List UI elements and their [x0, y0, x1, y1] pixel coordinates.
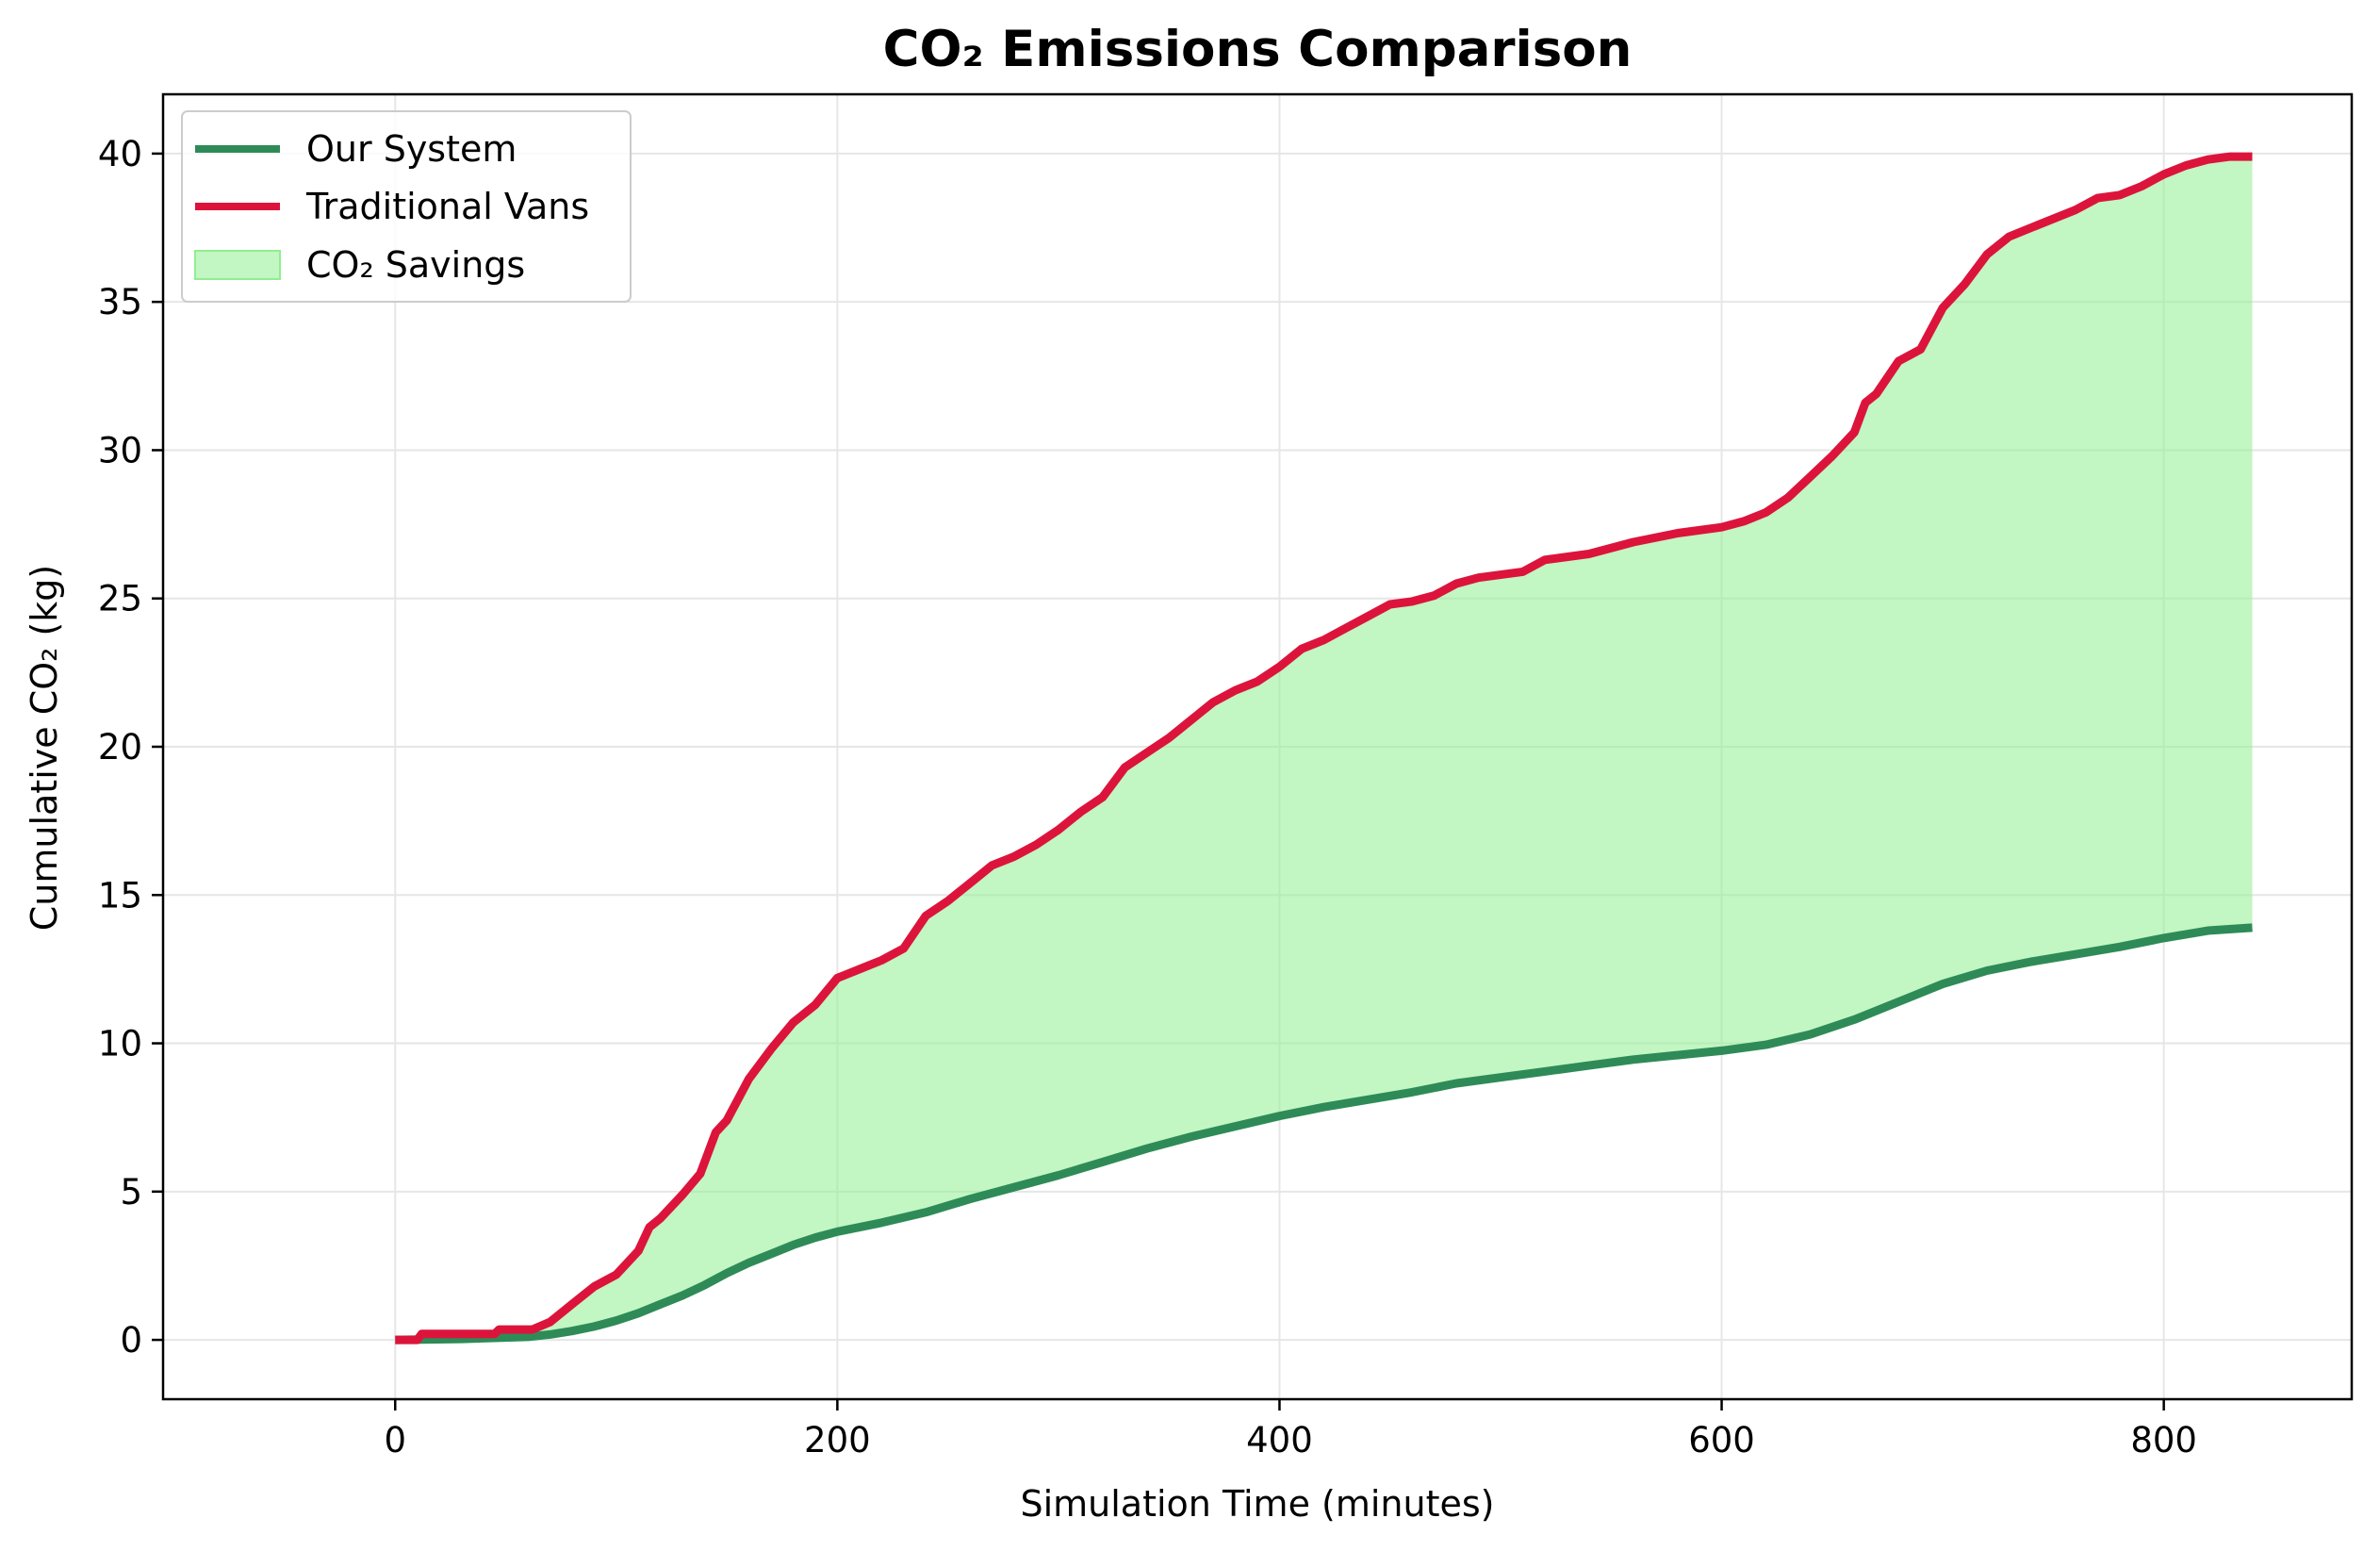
y-tick-label: 40	[98, 134, 142, 174]
legend-box	[181, 110, 632, 303]
x-tick-label: 400	[1246, 1420, 1313, 1460]
legend-swatch-co2-savings	[194, 250, 281, 280]
co2-savings-area	[395, 157, 2253, 1341]
x-tick-label: 800	[2130, 1420, 2197, 1460]
y-tick-label: 35	[98, 282, 142, 322]
y-tick-label: 15	[98, 875, 142, 916]
series-line-our-system	[395, 923, 2253, 1345]
x-tick-label: 0	[384, 1420, 406, 1460]
legend-label-traditional-vans: Traditional Vans	[305, 186, 589, 227]
y-tick-label: 25	[98, 579, 142, 619]
y-tick-label: 30	[98, 430, 142, 470]
y-tick-label: 10	[98, 1024, 142, 1064]
legend-label-co2-savings: CO₂ Savings	[306, 244, 525, 286]
y-tick-label: 20	[98, 727, 142, 767]
legend-label-our-system: Our System	[306, 128, 517, 170]
legend: Our System Traditional Vans CO₂ Savings	[181, 110, 632, 303]
x-tick-label: 600	[1688, 1420, 1755, 1460]
x-tick-label: 200	[804, 1420, 871, 1460]
y-axis-label: Cumulative CO₂ (kg)	[24, 565, 65, 932]
y-tick-label: 5	[120, 1172, 142, 1213]
x-axis-label: Simulation Time (minutes)	[1020, 1483, 1494, 1525]
series-line-traditional-vans	[395, 152, 2253, 1345]
y-tick-label: 0	[120, 1320, 142, 1361]
axis-ticks: 0 200 400 600 800 0 5 10 15 20 25 30 35 40	[98, 134, 2197, 1460]
chart-title: CO₂ Emissions Comparison	[883, 21, 1633, 78]
